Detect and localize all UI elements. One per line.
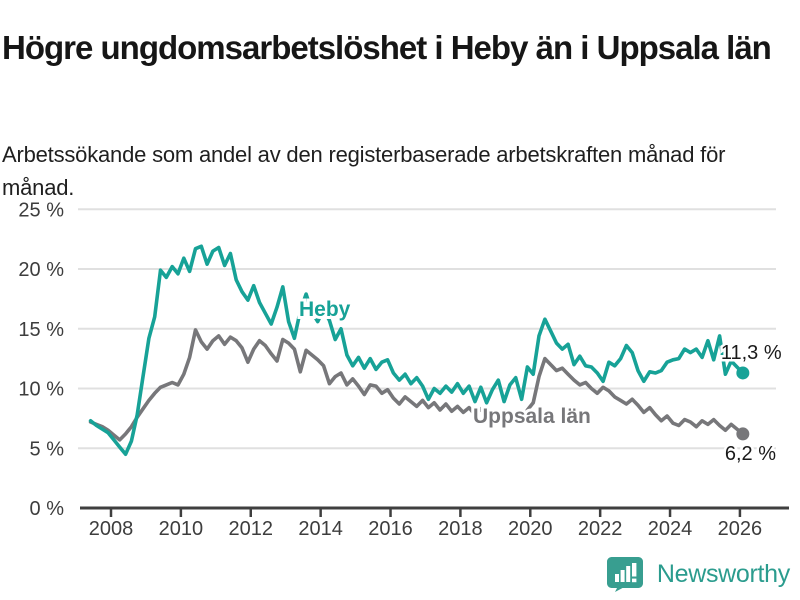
x-tick-label: 2010 [159, 518, 204, 540]
series-line-uppsala [88, 328, 745, 442]
gridlines [78, 208, 776, 450]
series-line-heby [88, 244, 745, 457]
series-end-dot [736, 366, 750, 380]
x-tick-label: 2008 [89, 518, 134, 540]
axes [80, 506, 789, 517]
y-tick-label: 5 % [30, 438, 65, 460]
annotation-value: 11,3 % [721, 342, 782, 364]
x-tick-label: 2020 [508, 518, 553, 540]
x-tick-label: 2024 [648, 518, 693, 540]
annotation-value: 6,2 % [725, 443, 776, 465]
x-tick-label: 2026 [718, 518, 763, 540]
y-tick-label: 10 % [18, 379, 64, 401]
series-label: Uppsala län [473, 405, 591, 428]
series-label: Heby [299, 298, 351, 321]
y-tick-label: 25 % [18, 199, 64, 221]
brand-footer: Newsworthy [606, 556, 790, 592]
series-lines [88, 244, 750, 457]
chart-subtitle: Arbetssökande som andel av den registerb… [2, 142, 726, 200]
x-tick-label: 2012 [229, 518, 274, 540]
series-end-dot [736, 427, 750, 441]
y-tick-label: 0 % [30, 498, 65, 520]
x-tick-label: 2018 [438, 518, 483, 540]
x-tick-label: 2022 [578, 518, 623, 540]
bar-chart-speech-bubble-icon [606, 557, 643, 592]
labels: 0 % 5 % 10 % 15 % 20 % 25 % 2008 2010 2012 2014 20… [18, 199, 784, 540]
chart-title: Högre ungdomsarbetslöshet i Heby än i Up… [2, 29, 772, 67]
y-tick-label: 15 % [18, 319, 64, 341]
brand-name: Newsworthy [656, 559, 790, 588]
x-tick-label: 2016 [368, 518, 413, 540]
x-tick-label: 2014 [298, 518, 343, 540]
y-tick-label: 20 % [18, 259, 64, 281]
